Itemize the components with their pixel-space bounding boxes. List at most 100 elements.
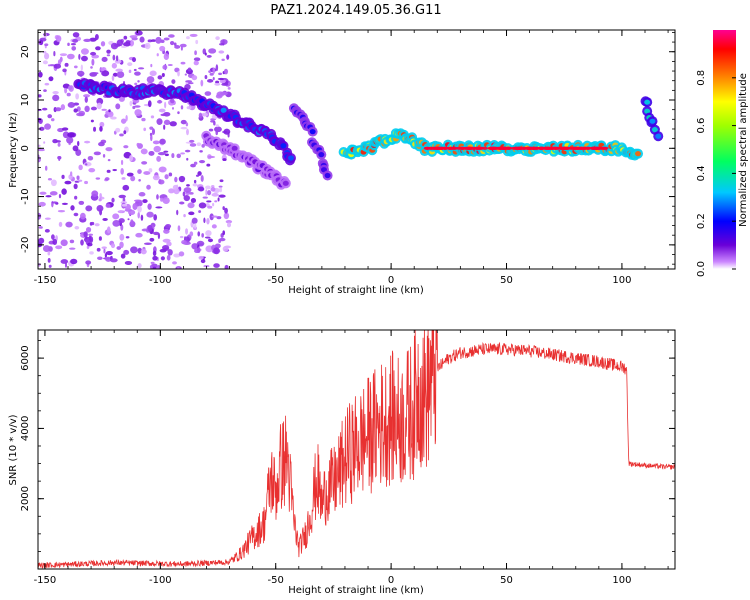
noise-speck — [61, 202, 69, 205]
noise-speck — [123, 130, 127, 135]
noise-speck — [73, 212, 79, 217]
noise-speck — [53, 63, 62, 69]
noise-speck — [87, 242, 93, 247]
y-tick-label: -10 — [20, 188, 31, 204]
noise-speck — [197, 231, 201, 237]
noise-speck — [52, 238, 58, 245]
noise-speck — [160, 197, 164, 202]
noise-speck — [223, 212, 230, 220]
noise-speck — [156, 100, 163, 104]
noise-speck — [212, 77, 215, 81]
noise-speck — [196, 142, 202, 147]
noise-speck — [177, 70, 180, 77]
noise-speck — [99, 121, 105, 128]
noise-speck — [130, 246, 138, 254]
noise-speck — [111, 197, 115, 203]
noise-speck — [149, 126, 154, 130]
noise-speck — [106, 169, 111, 173]
noise-speck — [152, 255, 158, 261]
noise-speck — [99, 193, 102, 199]
noise-speck — [205, 185, 211, 190]
noise-speck — [207, 79, 214, 83]
noise-speck — [90, 66, 93, 69]
noise-speck — [172, 261, 177, 265]
noise-speck — [67, 42, 70, 47]
noise-speck — [48, 264, 52, 268]
noise-speck — [136, 142, 140, 147]
noise-speck — [78, 53, 81, 60]
noise-speck — [222, 158, 227, 162]
noise-speck — [120, 118, 127, 124]
noise-speck — [105, 250, 113, 256]
noise-speck — [98, 198, 102, 202]
noise-speck — [214, 126, 222, 133]
noise-speck — [67, 85, 73, 91]
noise-speck — [135, 30, 143, 36]
noise-speck — [52, 139, 58, 144]
noise-speck — [147, 224, 153, 232]
colorbar-tick-label: 0.2 — [696, 213, 707, 229]
noise-speck — [89, 251, 94, 255]
feature-core — [324, 172, 331, 179]
noise-speck — [150, 115, 155, 119]
noise-speck — [213, 120, 216, 126]
noise-speck — [57, 209, 66, 213]
noise-speck — [85, 260, 92, 265]
noise-speck — [52, 94, 60, 102]
feature-core — [280, 143, 287, 149]
noise-speck — [150, 63, 153, 68]
carrier-peak — [525, 146, 532, 150]
carrier-peak — [474, 146, 481, 150]
noise-speck — [158, 179, 165, 185]
noise-speck — [152, 140, 160, 145]
noise-speck — [83, 94, 91, 98]
noise-speck — [203, 217, 206, 224]
noise-speck — [217, 197, 220, 202]
noise-speck — [198, 112, 203, 119]
colorbar-gradient — [713, 30, 736, 269]
noise-speck — [178, 175, 186, 183]
noise-speck — [38, 148, 45, 152]
noise-speck — [39, 126, 45, 131]
noise-speck — [137, 263, 142, 269]
noise-speck — [189, 143, 197, 147]
noise-speck — [180, 105, 184, 110]
noise-speck — [206, 55, 212, 58]
noise-speck — [137, 211, 140, 219]
noise-speck — [161, 72, 165, 78]
noise-speck — [129, 100, 133, 107]
noise-speck — [106, 54, 111, 57]
carrier-peak — [562, 146, 569, 150]
noise-speck — [149, 70, 157, 77]
snr-series-line — [38, 330, 675, 569]
noise-speck — [67, 132, 75, 138]
noise-speck — [121, 203, 127, 207]
noise-speck — [197, 186, 205, 192]
noise-speck — [93, 151, 101, 156]
noise-speck — [201, 144, 205, 148]
noise-speck — [125, 40, 131, 44]
noise-speck — [57, 59, 62, 66]
noise-speck — [155, 206, 163, 209]
noise-speck — [215, 64, 219, 72]
noise-speck — [129, 154, 134, 162]
feature-core — [309, 129, 316, 135]
noise-speck — [118, 218, 125, 224]
noise-speck — [209, 72, 214, 76]
noise-speck — [61, 188, 67, 195]
noise-speck — [199, 150, 203, 153]
noise-speck — [38, 201, 46, 207]
noise-speck — [43, 141, 46, 144]
noise-speck — [88, 233, 94, 236]
noise-speck — [141, 161, 148, 165]
noise-speck — [176, 153, 181, 159]
spectrogram-x-label: Height of straight line (km) — [288, 285, 424, 296]
noise-speck — [189, 231, 194, 237]
noise-speck — [162, 64, 168, 70]
noise-speck — [215, 129, 219, 136]
noise-speck — [173, 253, 181, 258]
noise-speck — [213, 247, 220, 255]
noise-speck — [227, 86, 231, 90]
noise-speck — [155, 36, 162, 44]
x-tick-label: -150 — [34, 275, 57, 286]
